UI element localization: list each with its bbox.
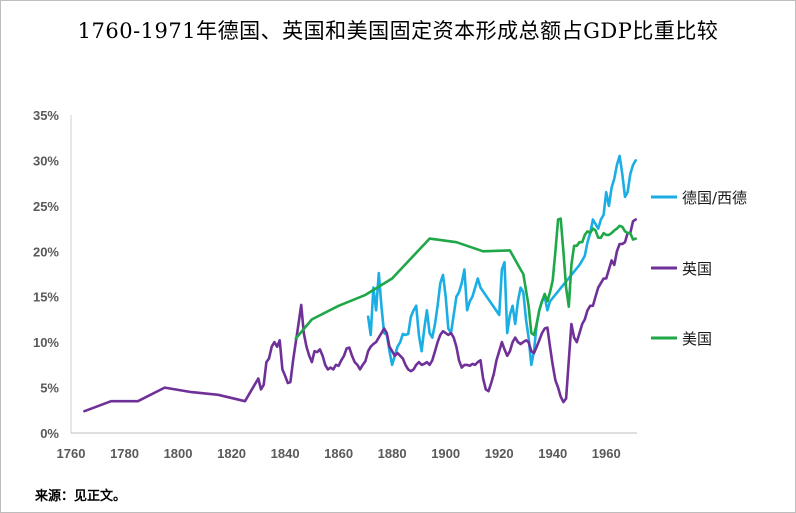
y-tick-labels: 0% 5% 10% 15% 20% 25% 30% 35% <box>33 108 59 441</box>
axes <box>70 115 637 434</box>
y-tick-label: 35% <box>33 108 59 123</box>
y-tick-label: 25% <box>33 199 59 214</box>
x-tick-label: 1900 <box>431 446 460 461</box>
x-tick-label: 1920 <box>485 446 514 461</box>
y-tick-label: 20% <box>33 244 59 259</box>
series-line-2 <box>294 217 637 340</box>
x-tick-label: 1820 <box>217 446 246 461</box>
y-tick-label: 5% <box>40 381 59 396</box>
y-tick-label: 30% <box>33 153 59 168</box>
x-tick-label: 1780 <box>110 446 139 461</box>
legend-label-2: 美国 <box>682 330 712 348</box>
x-tick-label: 1760 <box>57 446 86 461</box>
x-tick-label: 1800 <box>164 446 193 461</box>
x-tick-label: 1860 <box>324 446 353 461</box>
y-tick-label: 15% <box>33 290 59 305</box>
legend-label-0: 德国/西德 <box>682 189 747 207</box>
series-line-0 <box>366 154 637 367</box>
x-tick-labels: 1760 1780 1800 1820 1840 1860 1880 1900 1920 1940… <box>57 446 621 461</box>
x-tick-label: 1840 <box>271 446 300 461</box>
series-line-1 <box>83 218 637 413</box>
x-tick-label: 1940 <box>538 446 567 461</box>
y-tick-label: 0% <box>40 426 59 441</box>
source-note: 来源：见正文。 <box>35 489 127 504</box>
legend-label-1: 英国 <box>682 260 712 278</box>
chart-title: 1760-1971年德国、英国和美国固定资本形成总额占GDP比重比较 <box>77 19 719 43</box>
x-tick-label: 1960 <box>592 446 621 461</box>
x-tick-label: 1880 <box>378 446 407 461</box>
series-lines <box>83 154 637 413</box>
y-tick-label: 10% <box>33 335 59 350</box>
